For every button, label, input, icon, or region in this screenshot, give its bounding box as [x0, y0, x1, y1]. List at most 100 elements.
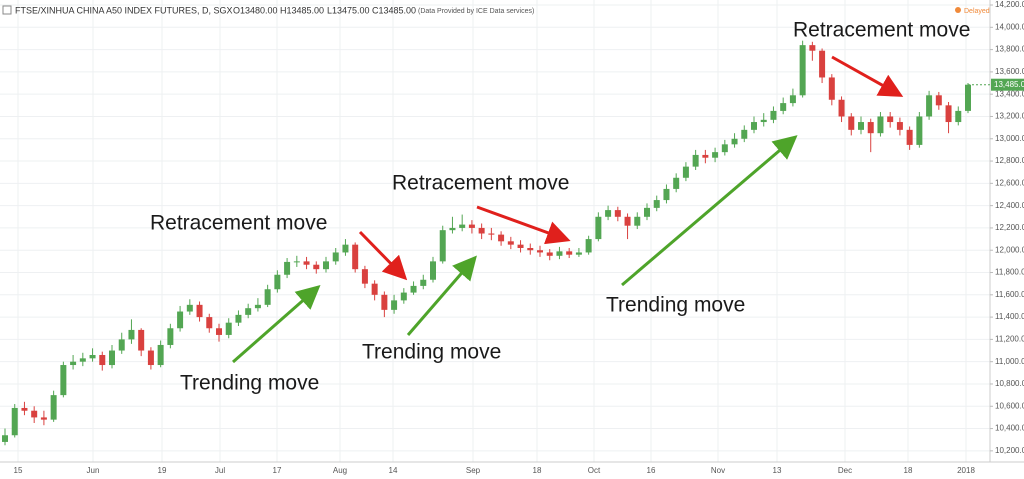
x-tick-label: Oct [588, 466, 601, 475]
y-tick-label: 12,400.00 [995, 201, 1024, 210]
candle-body [858, 122, 864, 130]
candle-body [410, 285, 417, 293]
symbol-icon [2, 5, 12, 15]
candle-body [507, 241, 514, 245]
candle-body [663, 188, 670, 201]
ohlc-high: H13485.00 [280, 5, 324, 15]
candle-body [799, 45, 806, 96]
candle-body [138, 329, 145, 351]
y-tick-label: 13,200.00 [995, 112, 1024, 121]
candle-body [79, 358, 86, 362]
candle-body [109, 350, 115, 366]
candle-body [70, 361, 77, 366]
candle-body [926, 95, 933, 117]
candle-body [439, 230, 446, 262]
candle-body [303, 261, 310, 265]
candle-body [819, 50, 826, 78]
candle-body [352, 244, 359, 270]
x-tick-label: 16 [647, 466, 656, 475]
candle-body [245, 308, 252, 315]
axes: 10,200.00 10,400.00 10,600.00 10,800.00 11,0… [14, 0, 1024, 475]
status-dot [955, 7, 961, 13]
candle-body [955, 110, 962, 123]
arrows [232, 55, 904, 364]
status: Delayed [964, 8, 990, 15]
source-note: (Data Provided by ICE Data services) [418, 8, 534, 15]
candle-body [751, 122, 757, 130]
candle-body [284, 261, 291, 275]
candle-body [595, 216, 602, 240]
candle-body [546, 252, 553, 256]
ohlc-close: C13485.00 [372, 5, 416, 15]
candle-body [537, 250, 543, 253]
candle-body [585, 239, 592, 253]
candle-body [556, 251, 563, 256]
candle-body [11, 407, 18, 436]
candle-body [682, 166, 689, 178]
arrow [358, 230, 408, 281]
candle-body [167, 328, 174, 345]
candle-body [371, 283, 378, 295]
candle-body [274, 274, 281, 290]
candle-body [313, 264, 320, 270]
candle-body [877, 116, 884, 134]
arrow [621, 135, 798, 287]
y-tick-label: 12,200.00 [995, 223, 1024, 232]
candle-body [323, 261, 329, 270]
candle-body [478, 227, 485, 234]
ohlc-low: L13475.00 [327, 5, 370, 15]
candle-body [575, 252, 582, 255]
candle-body [235, 314, 242, 323]
x-tick-label: 19 [158, 466, 167, 475]
candle-body [848, 116, 855, 130]
arrow [232, 285, 321, 364]
candle-body [293, 261, 300, 263]
candle-body [566, 251, 573, 255]
x-tick-label: Dec [838, 466, 852, 475]
y-tick-label: 10,800.00 [995, 379, 1024, 388]
annotation: Retracement move [150, 212, 327, 235]
candle-body [780, 103, 787, 111]
y-tick-label: 12,000.00 [995, 245, 1024, 254]
arrow [831, 55, 904, 97]
candle-body [206, 317, 213, 329]
y-tick-label: 14,000.00 [995, 22, 1024, 31]
candle-body [614, 210, 621, 217]
candle-body [147, 350, 154, 366]
candle-body [186, 304, 193, 312]
candle-body [527, 247, 534, 251]
last-price-label: 13,485.00 [994, 80, 1024, 89]
arrow [476, 205, 571, 245]
candle-body [760, 119, 767, 123]
candle-body [177, 311, 184, 329]
x-tick-label: 17 [273, 466, 282, 475]
candle-body [838, 99, 845, 117]
candles [2, 40, 971, 446]
x-tick-label: 15 [14, 466, 23, 475]
candle-body [731, 138, 738, 145]
y-tick-label: 13,000.00 [995, 134, 1024, 143]
candle-body [361, 269, 368, 284]
y-tick-label: 14,200.00 [995, 0, 1024, 9]
candle-body [254, 304, 261, 309]
candle-body [935, 95, 942, 106]
candle-body [21, 407, 28, 411]
candle-body [770, 110, 777, 120]
x-tick-label: 18 [904, 466, 913, 475]
candle-body [945, 105, 952, 123]
candle-body [721, 144, 728, 153]
y-tick-label: 13,800.00 [995, 45, 1024, 54]
candle-body [89, 354, 96, 359]
candle-body [342, 244, 349, 253]
candle-body [196, 304, 203, 318]
candle-body [488, 233, 495, 235]
x-tick-label: Sep [466, 466, 481, 475]
candle-body [887, 116, 894, 123]
candle-body [118, 339, 125, 351]
candle-body [741, 129, 748, 139]
y-tick-label: 12,600.00 [995, 178, 1024, 187]
candle-body [498, 234, 505, 242]
x-tick-label: 13 [773, 466, 782, 475]
